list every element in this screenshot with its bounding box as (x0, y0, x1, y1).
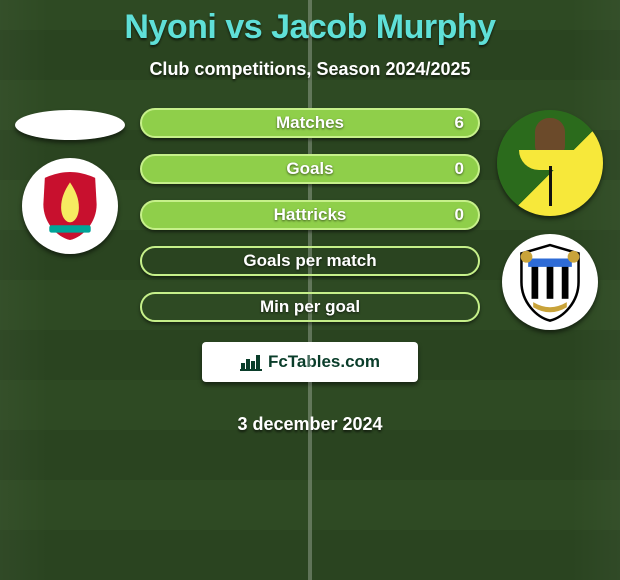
left-player-photo-placeholder (15, 110, 125, 140)
stat-value-right: 0 (455, 159, 464, 179)
stat-bar-min-per-goal: Min per goal (140, 292, 480, 322)
jersey-zip-graphic (549, 166, 552, 206)
liverpool-crest-icon (33, 169, 107, 243)
stat-label: Matches (276, 113, 344, 133)
right-player-photo (497, 110, 603, 216)
stat-bar-hattricks: Hattricks 0 (140, 200, 480, 230)
left-column (0, 102, 140, 441)
stat-label: Goals (286, 159, 333, 179)
right-column (480, 102, 620, 441)
stat-bar-goals-per-match: Goals per match (140, 246, 480, 276)
stat-label: Min per goal (260, 297, 360, 317)
stat-value-right: 6 (455, 113, 464, 133)
right-club-crest-newcastle (502, 234, 598, 330)
watermark-text: FcTables.com (268, 352, 380, 372)
pitch-center-line (308, 0, 312, 580)
stat-value-right: 0 (455, 205, 464, 225)
stat-bar-goals: Goals 0 (140, 154, 480, 184)
stat-bar-matches: Matches 6 (140, 108, 480, 138)
chart-icon (240, 353, 262, 371)
stat-label: Goals per match (243, 251, 376, 271)
stat-label: Hattricks (274, 205, 347, 225)
newcastle-crest-icon (508, 240, 592, 324)
left-club-crest-liverpool (22, 158, 118, 254)
